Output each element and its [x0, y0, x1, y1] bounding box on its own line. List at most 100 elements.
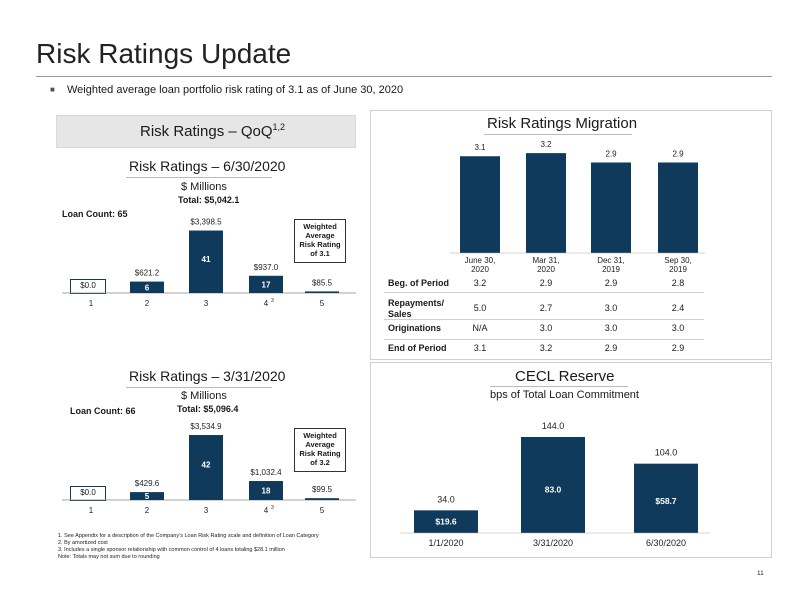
- callout-line: of 3.2: [310, 458, 330, 467]
- bar: [189, 230, 223, 293]
- x-tick-label: 2: [145, 299, 150, 308]
- callout-line: of 3.1: [310, 249, 330, 258]
- bar-value-label: 144.0: [542, 421, 565, 431]
- bar-inner-label: $58.7: [655, 496, 677, 506]
- migration-panel: [370, 110, 772, 360]
- footnote: 1. See Appendix for a description of the…: [58, 533, 319, 539]
- x-tick-label: 1/1/2020: [428, 538, 463, 548]
- bar-value-label: $99.5: [312, 485, 333, 494]
- x-tick-label: 2020: [471, 265, 489, 273]
- bar: [249, 275, 283, 293]
- bar: [526, 153, 566, 253]
- bar-value-label: $3,398.5: [190, 218, 222, 227]
- table-row-label: Sales: [388, 309, 412, 319]
- table-cell: 5.0: [473, 303, 487, 313]
- bar: [189, 435, 223, 500]
- bar: [130, 492, 164, 500]
- page-number: 11: [757, 570, 764, 577]
- x-tick-label: 2019: [669, 265, 687, 273]
- footnote: Note: Totals may not sum due to rounding: [58, 554, 160, 560]
- bar-value-label: 34.0: [437, 494, 455, 504]
- bar: [521, 437, 585, 533]
- bar: [460, 156, 500, 253]
- bar-loan-count-label: 41: [202, 255, 211, 264]
- qoq-header-box: [56, 115, 356, 148]
- table-cell: 3.2: [473, 278, 487, 288]
- bar: [658, 162, 698, 253]
- bullet-square-icon: ■: [50, 85, 55, 94]
- table-cell: N/A: [472, 323, 488, 333]
- table-cell: 2.9: [539, 278, 553, 288]
- x-tick-label: Mar 31,: [532, 256, 559, 265]
- callout-line: Weighted: [303, 222, 337, 231]
- title-divider: [36, 76, 772, 77]
- table-row-label: Repayments/: [388, 298, 445, 308]
- bar-inner-label: $19.6: [435, 517, 457, 527]
- x-tick-label: 2019: [602, 265, 620, 273]
- footnote: 2. By amortized cost: [58, 540, 108, 546]
- chart-migration-title-underline: [484, 134, 632, 135]
- bar-value-label: $85.5: [312, 278, 333, 287]
- bar-loan-count-label: 6: [145, 283, 150, 292]
- x-tick-label: 6/30/2020: [646, 538, 686, 548]
- bar-value-label: $1,032.4: [250, 468, 282, 477]
- bar-loan-count-label: 5: [145, 492, 150, 501]
- chart-march-title: Risk Ratings – 3/31/2020: [129, 368, 286, 384]
- x-tick-label: Dec 31,: [597, 256, 625, 265]
- chart-march-title-underline: [126, 387, 272, 388]
- x-tick-superscript: 3: [271, 505, 274, 511]
- bar: [305, 291, 339, 293]
- table-cell: 3.0: [604, 323, 618, 333]
- bar-value-label: $937.0: [254, 263, 279, 272]
- x-tick-label: 5: [320, 506, 325, 515]
- table-cell: 2.9: [604, 343, 618, 353]
- bar: [634, 463, 698, 533]
- table-cell: 3.0: [539, 323, 553, 333]
- bar-value-label: 2.9: [605, 149, 617, 158]
- x-tick-label: 2: [145, 506, 150, 515]
- table-cell: 2.7: [539, 303, 553, 313]
- bar: [130, 281, 164, 293]
- chart-june-title: Risk Ratings – 6/30/2020: [129, 158, 286, 174]
- chart-june-subtitle: $ Millions: [181, 181, 227, 193]
- callout-line: Weighted: [303, 431, 337, 440]
- table-cell: 2.4: [671, 303, 685, 313]
- table-row-label: End of Period: [388, 343, 447, 353]
- chart-migration-title: Risk Ratings Migration: [487, 115, 638, 132]
- chart-march-subtitle: $ Millions: [181, 390, 227, 402]
- chart-cecl-title-underline: [490, 386, 628, 387]
- bar: [305, 498, 339, 500]
- table-cell: 3.1: [473, 343, 487, 353]
- table-cell: 2.9: [671, 343, 685, 353]
- bar-value-label: $429.6: [135, 479, 160, 488]
- callout-line: Risk Rating: [299, 240, 341, 249]
- x-tick-label: 2020: [537, 265, 555, 273]
- x-tick-label: 3: [204, 506, 209, 515]
- chart-march-callout: Weighted Average Risk Rating of 3.2: [294, 428, 346, 472]
- table-row-label: Beg. of Period: [388, 278, 450, 288]
- footnote: 3. Includes a single sponsor relationshi…: [58, 547, 285, 553]
- bar-value-label: 3.1: [474, 143, 486, 152]
- x-tick-label: Sep 30,: [664, 256, 692, 265]
- chart-june-zero-box: $0.0: [70, 279, 106, 294]
- table-cell: 3.0: [604, 303, 618, 313]
- x-tick-label: 1: [89, 299, 94, 308]
- x-tick-label: June 30,: [465, 256, 496, 265]
- chart-june-callout: Weighted Average Risk Rating of 3.1: [294, 219, 346, 263]
- bar-loan-count-label: 42: [202, 461, 211, 470]
- bar-loan-count-label: 18: [262, 487, 271, 496]
- x-tick-label: 3: [204, 299, 209, 308]
- qoq-header-text: Risk Ratings – QoQ: [140, 123, 273, 140]
- bar-value-label: 2.9: [672, 149, 684, 158]
- chart-june-total: Total: $5,042.1: [178, 195, 240, 205]
- bar-value-label: $621.2: [135, 269, 160, 278]
- summary-bullet: Weighted average loan portfolio risk rat…: [67, 84, 404, 96]
- chart-march-loan-count: Loan Count: 66: [70, 406, 136, 416]
- table-cell: 3.0: [671, 323, 685, 333]
- callout-line: Risk Rating: [299, 449, 341, 458]
- bar: [414, 510, 478, 533]
- qoq-header-superscript: 1,2: [272, 122, 286, 132]
- chart-march-zero-box: $0.0: [70, 486, 106, 501]
